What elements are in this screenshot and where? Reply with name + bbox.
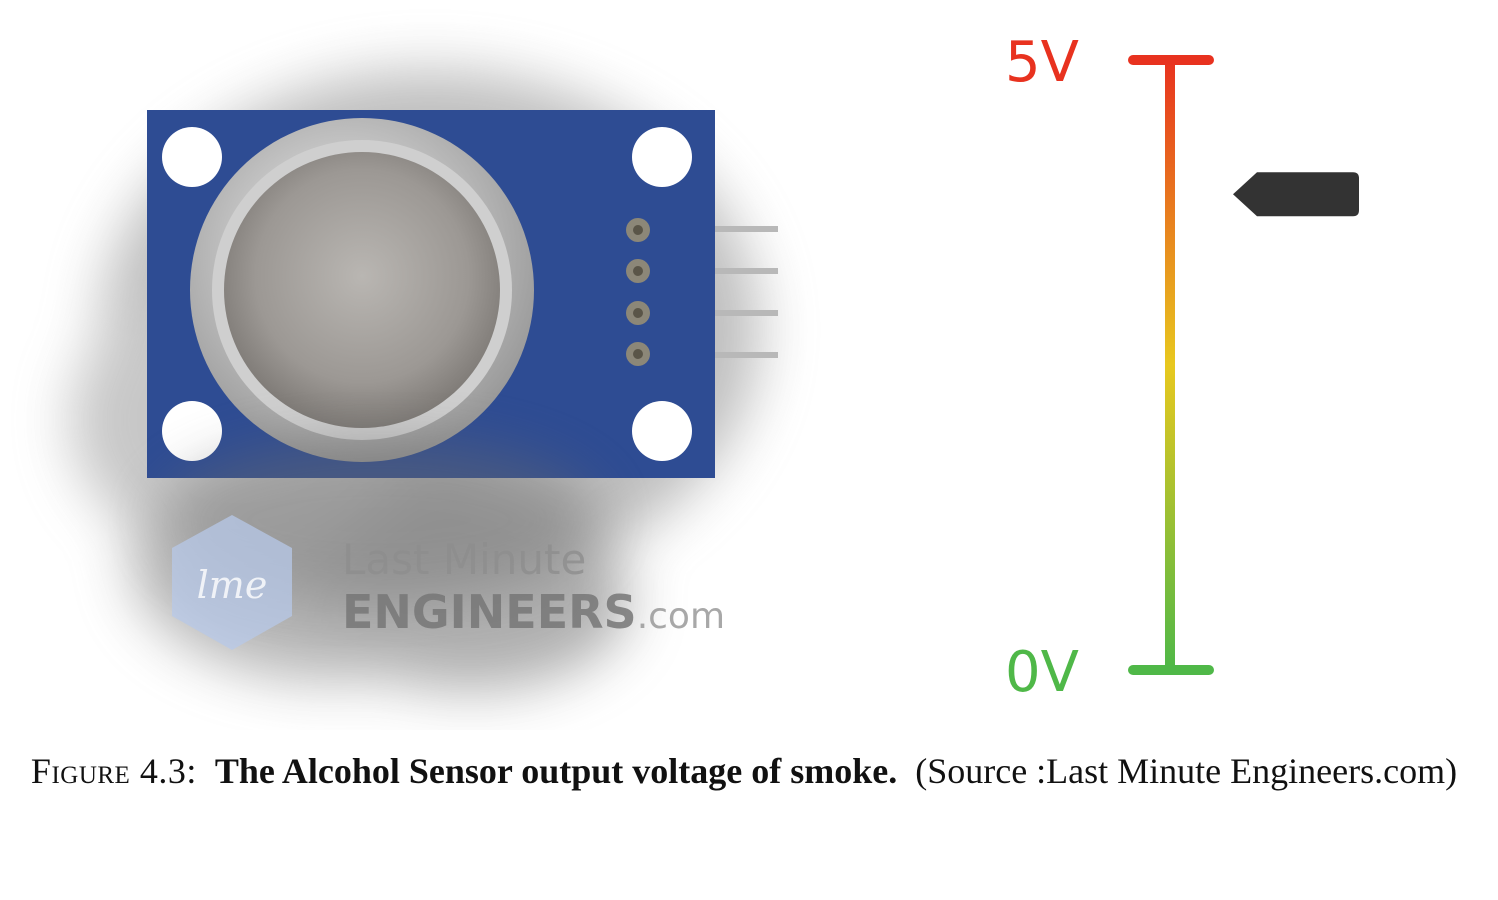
figure-title: The Alcohol Sensor output voltage of smo…	[214, 751, 898, 791]
meter-bar	[1165, 60, 1175, 670]
meter-cap-bottom	[1128, 665, 1214, 675]
mount-hole-bottom-left	[162, 401, 222, 461]
sensor-board	[147, 110, 715, 478]
lme-logo-icon	[172, 515, 292, 650]
figure-source: (Source :Last Minute Engineers.com)	[915, 751, 1458, 791]
meter-cap-top	[1128, 55, 1214, 65]
mount-hole-top-right	[632, 127, 692, 187]
voltage-label-top: 5V	[1005, 30, 1079, 95]
watermark-line2: ENGINEERS.com	[342, 585, 725, 639]
figure-illustration: lme Last Minute ENGINEERS.com 5V 0V	[70, 30, 1359, 705]
figure-label: Figure 4.3:	[30, 751, 197, 791]
svg-text:lme: lme	[197, 563, 268, 607]
voltage-label-bottom: 0V	[1005, 640, 1079, 705]
mount-hole-bottom-right	[632, 401, 692, 461]
watermark: lme Last Minute ENGINEERS.com	[172, 515, 725, 650]
pin-pads	[626, 218, 650, 366]
watermark-line1: Last Minute	[342, 535, 586, 584]
voltage-meter: 5V 0V	[1005, 30, 1359, 705]
figure-caption: Figure 4.3: The Alcohol Sensor output vo…	[28, 748, 1460, 795]
header-pins	[705, 226, 778, 358]
voltage-pointer-icon	[1233, 172, 1359, 217]
mount-hole-top-left	[162, 127, 222, 187]
sensor-mesh-cap	[224, 152, 500, 428]
